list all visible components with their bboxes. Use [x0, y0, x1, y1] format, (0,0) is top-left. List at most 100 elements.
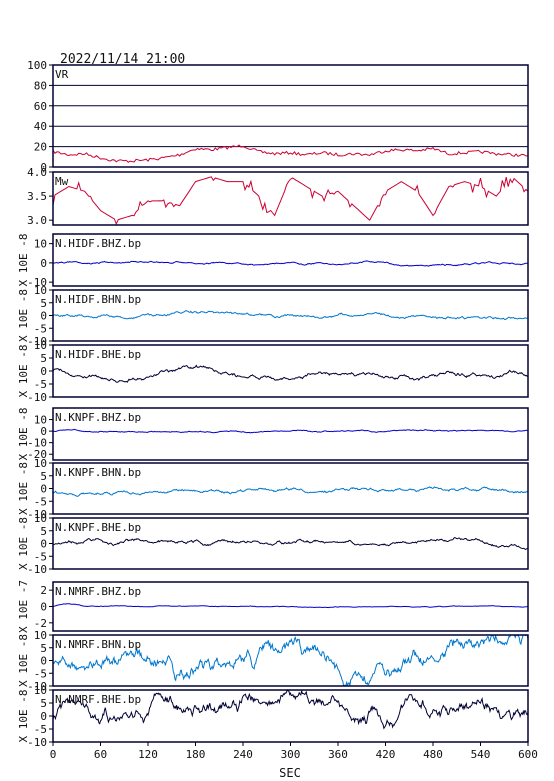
y-tick-label: 60	[34, 100, 47, 113]
chart-panel: 0 20 40 60 80 100 VR	[27, 59, 529, 174]
y-tick-label: 10	[34, 339, 47, 352]
y-tick-label: 0	[40, 655, 47, 668]
chart-panel: -10 0 10 N.HIDF.BHZ.bp X 10E -8	[17, 233, 529, 289]
y-tick-label: -10	[27, 680, 47, 693]
panel-frame	[52, 64, 529, 168]
y-tick-label: -5	[34, 495, 47, 508]
y-tick-label: 5	[40, 352, 47, 365]
y-tick-label: -20	[27, 448, 47, 461]
x-tick-label: 180	[186, 748, 206, 761]
y-axis-label: X 10E -8	[17, 462, 30, 515]
x-axis-label: SEC	[279, 766, 301, 780]
x-tick-label: 420	[376, 748, 396, 761]
y-tick-label: 4.0	[27, 166, 47, 179]
x-tick-label: 300	[281, 748, 301, 761]
trace-line	[53, 428, 529, 434]
y-axis-label: X 10E -7	[17, 580, 30, 633]
x-tick-label: 0	[50, 748, 57, 761]
x-tick-label: 600	[518, 748, 538, 761]
trace-line	[52, 176, 529, 226]
y-tick-label: 0	[40, 601, 47, 614]
y-axis-label: X 10E -8	[17, 634, 30, 687]
panel-name: N.KNPF.BHZ.bp	[55, 411, 141, 424]
trace-line	[52, 634, 529, 687]
panel-name: Mw	[55, 175, 69, 188]
y-tick-label: 0	[40, 161, 47, 174]
y-tick-label: 0	[40, 425, 47, 438]
header-datetime: 2022/11/14 21:00	[60, 52, 185, 67]
panel-name: N.NMRF.BHZ.bp	[55, 585, 141, 598]
y-tick-label: 0	[40, 710, 47, 723]
y-tick-label: -5	[34, 550, 47, 563]
x-tick-label: 480	[423, 748, 443, 761]
trace-line	[52, 364, 529, 383]
y-axis-label: X 10E -8	[17, 690, 30, 743]
y-tick-label: 10	[34, 284, 47, 297]
panel-name: N.HIDF.BHZ.bp	[55, 237, 141, 250]
y-tick-label: 3.0	[27, 214, 47, 227]
y-axis-label: X 10E -8	[17, 289, 30, 342]
panel-frame	[52, 171, 529, 226]
x-tick-label: 240	[233, 748, 253, 761]
trace-line	[52, 603, 528, 609]
panel-name: N.HIDF.BHN.bp	[55, 293, 141, 306]
trace-line	[52, 260, 529, 267]
trace-line	[52, 486, 529, 497]
x-tick-label: 120	[138, 748, 158, 761]
y-tick-label: 10	[34, 414, 47, 427]
y-tick-label: 40	[34, 120, 47, 133]
y-tick-label: 10	[34, 512, 47, 525]
y-tick-label: 5	[40, 470, 47, 483]
y-tick-label: -5	[34, 667, 47, 680]
y-tick-label: 5	[40, 642, 47, 655]
panel-name: N.KNPF.BHN.bp	[55, 466, 141, 479]
panel-name: N.NMRF.BHE.bp	[55, 693, 141, 706]
trace-line	[52, 689, 529, 730]
trace-line	[52, 537, 528, 550]
y-tick-label: 0	[40, 483, 47, 496]
panel-frame	[52, 233, 529, 287]
y-tick-label: 0	[40, 365, 47, 378]
y-tick-label: 5	[40, 297, 47, 310]
panel-name: N.HIDF.BHE.bp	[55, 348, 141, 361]
y-tick-label: -5	[34, 723, 47, 736]
y-tick-label: -10	[27, 736, 47, 749]
panel-name: N.NMRF.BHN.bp	[55, 638, 141, 651]
y-tick-label: -10	[27, 391, 47, 404]
chart-panel: -2 0 2 N.NMRF.BHZ.bp X 10E -7	[17, 580, 529, 633]
trace-line	[52, 144, 529, 163]
y-tick-label: 100	[27, 59, 47, 72]
y-tick-label: -10	[27, 335, 47, 348]
chart-panel: 3.0 3.5 4.0 Mw	[27, 166, 529, 227]
y-tick-label: 10	[34, 457, 47, 470]
y-axis-label: X 10E -8	[17, 517, 30, 570]
y-tick-label: 0	[40, 310, 47, 323]
y-tick-label: 10	[34, 684, 47, 697]
y-tick-label: -10	[27, 508, 47, 521]
x-tick-label: 60	[94, 748, 107, 761]
y-tick-label: 10	[34, 629, 47, 642]
x-tick-label: 360	[328, 748, 348, 761]
y-tick-label: 20	[34, 141, 47, 154]
y-axis-label: X 10E -8	[17, 234, 30, 287]
trace-line	[52, 309, 529, 321]
y-tick-label: 5	[40, 697, 47, 710]
y-tick-label: 0	[40, 257, 47, 270]
panel-name: VR	[55, 68, 69, 81]
x-tick-label: 540	[471, 748, 491, 761]
y-tick-label: -5	[34, 322, 47, 335]
y-tick-label: 0	[40, 538, 47, 551]
y-tick-label: 5	[40, 525, 47, 538]
y-axis-label: X 10E -8	[17, 408, 30, 461]
y-tick-label: -5	[34, 378, 47, 391]
y-tick-label: -10	[27, 563, 47, 576]
y-tick-label: 80	[34, 79, 47, 92]
y-tick-label: 10	[34, 238, 47, 251]
